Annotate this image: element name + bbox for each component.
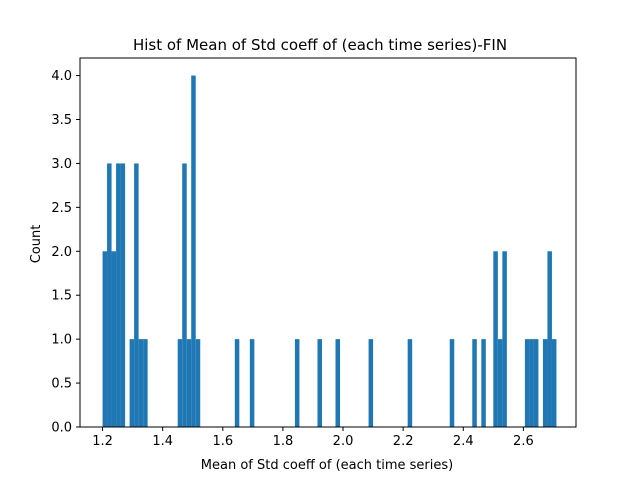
histogram-bar-29 — [533, 339, 539, 427]
x-tick-label-1: 1.4 — [152, 434, 173, 449]
y-tick-label-3: 1.5 — [51, 289, 72, 304]
histogram-bar-20 — [407, 339, 413, 427]
histogram-bar-3 — [116, 163, 121, 427]
histogram-bar-8 — [143, 339, 148, 427]
histogram-bar-0 — [102, 251, 108, 427]
histogram-bar-14 — [234, 339, 240, 427]
histogram-bar-16 — [294, 339, 300, 427]
histogram-bar-32 — [551, 339, 557, 427]
histogram-bar-15 — [249, 339, 255, 427]
histogram-bar-24 — [493, 251, 498, 427]
chart-title: Hist of Mean of Std coeff of (each time … — [133, 36, 507, 54]
y-tick-label-1: 0.5 — [51, 377, 72, 392]
x-tick-label-3: 1.8 — [273, 434, 294, 449]
histogram-bar-13 — [195, 339, 201, 427]
histogram-bar-23 — [481, 339, 486, 427]
y-tick-label-7: 3.5 — [51, 113, 72, 128]
bars-group — [102, 75, 557, 427]
y-tick-label-0: 0.0 — [51, 421, 72, 436]
ticks-group: 1.2 1.4 1.6 1.8 2.0 2.2 2.4 2.6 0.0 0.5 1.0 1.5 2.0 2… — [51, 69, 533, 449]
histogram-bar-22 — [472, 339, 477, 427]
y-tick-label-8: 4.0 — [51, 69, 72, 84]
histogram-bar-12 — [191, 75, 196, 427]
histogram-bar-9 — [177, 339, 183, 427]
histogram-bar-30 — [542, 339, 548, 427]
x-tick-label-4: 2.0 — [333, 434, 354, 449]
histogram-bar-26 — [502, 251, 507, 427]
y-tick-label-4: 2.0 — [51, 245, 72, 260]
histogram-bar-27 — [524, 339, 530, 427]
histogram-bar-25 — [497, 339, 503, 427]
x-tick-label-7: 2.6 — [513, 434, 534, 449]
x-tick-label-2: 1.6 — [212, 434, 233, 449]
histogram-bar-19 — [368, 339, 374, 427]
y-tick-label-5: 2.5 — [51, 201, 72, 216]
histogram-bar-7 — [138, 339, 144, 427]
axes-group — [79, 57, 577, 428]
histogram-bar-17 — [317, 339, 322, 427]
x-tick-label-6: 2.4 — [453, 434, 474, 449]
y-axis-label: Count — [29, 225, 44, 264]
histogram-bar-11 — [186, 339, 192, 427]
histogram-bar-5 — [129, 339, 135, 427]
plot-frame — [79, 57, 577, 428]
histogram-bar-28 — [529, 339, 534, 427]
x-tick-label-5: 2.2 — [393, 434, 414, 449]
x-axis-label: Mean of Std coeff of (each time series) — [201, 458, 453, 473]
histogram-bar-1 — [107, 163, 112, 427]
histogram-bar-2 — [111, 251, 117, 427]
histogram-bar-6 — [134, 163, 139, 427]
y-tick-label-6: 3.0 — [51, 157, 72, 172]
histogram-bar-21 — [449, 339, 455, 427]
histogram-bar-18 — [335, 339, 341, 427]
y-tick-label-2: 1.0 — [51, 333, 72, 348]
x-tick-label-0: 1.2 — [92, 434, 113, 449]
histogram-bar-4 — [120, 163, 126, 427]
histogram-bar-10 — [182, 163, 187, 427]
histogram-bar-31 — [547, 251, 552, 427]
